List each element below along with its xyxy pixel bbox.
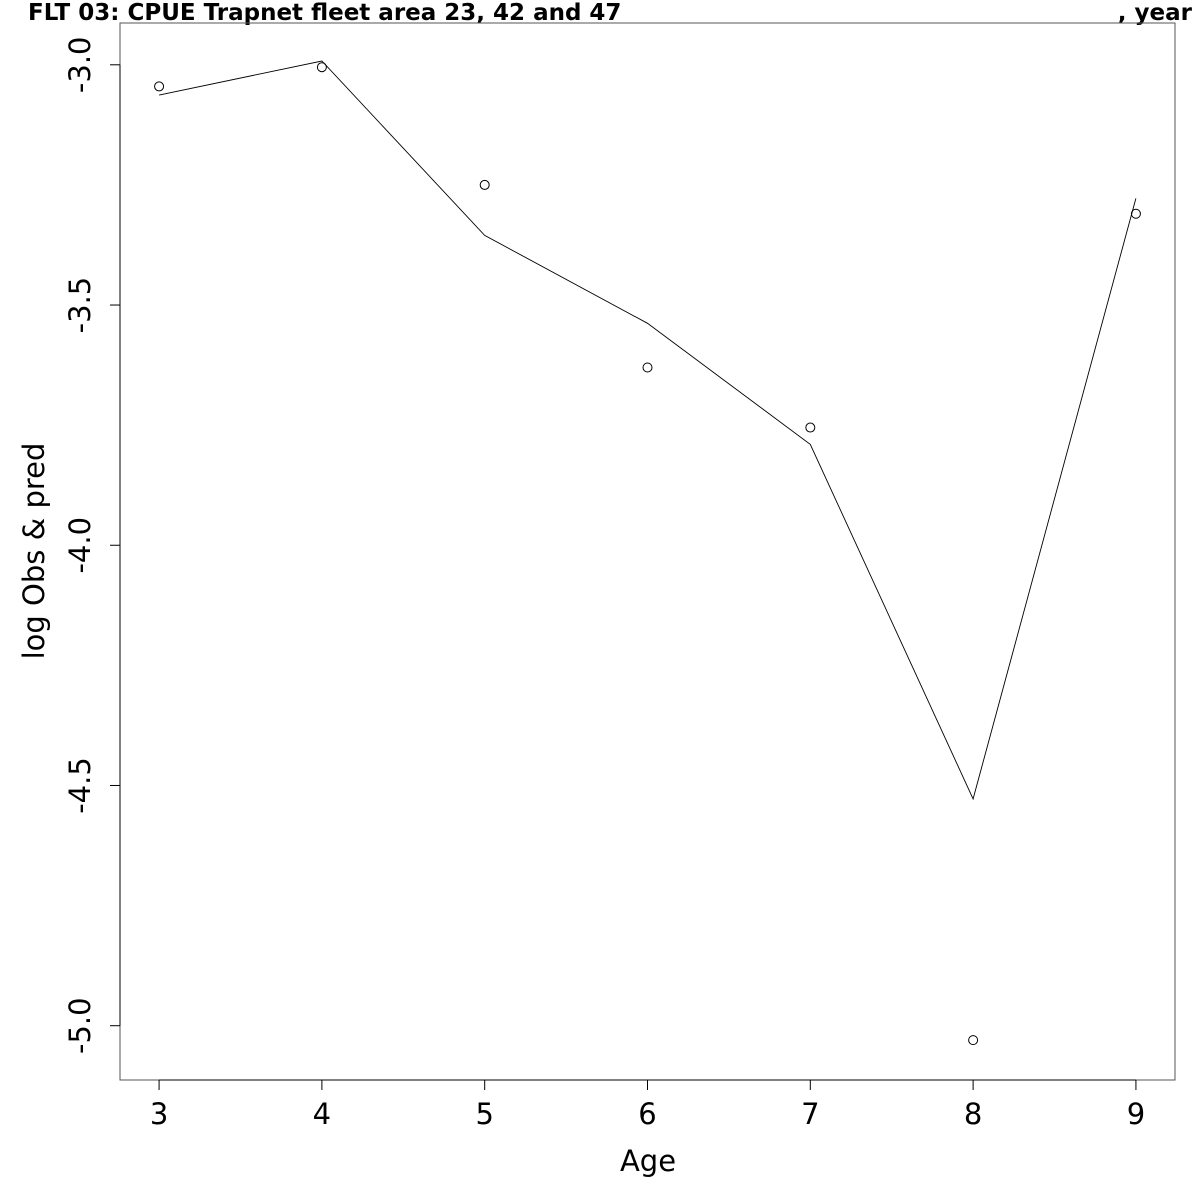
plot-frame bbox=[119, 22, 1176, 1081]
x-tick-label: 3 bbox=[150, 1097, 168, 1131]
y-tick-label: -3.5 bbox=[63, 277, 97, 334]
observed-point bbox=[642, 362, 653, 373]
observed-series bbox=[154, 62, 1141, 1046]
y-axis-label: log Obs & pred bbox=[17, 443, 51, 660]
predicted-series bbox=[159, 60, 1137, 801]
x-tick-label: 9 bbox=[1127, 1097, 1145, 1131]
x-tick-label: 5 bbox=[475, 1097, 493, 1131]
y-tick-label: -5.0 bbox=[63, 997, 97, 1054]
observed-point bbox=[1130, 208, 1141, 219]
observed-point bbox=[968, 1035, 979, 1046]
chart-title: FLT 03: CPUE Trapnet fleet area 23, 42 a… bbox=[0, 0, 1200, 28]
x-tick-label: 8 bbox=[964, 1097, 982, 1131]
observed-point bbox=[805, 422, 816, 433]
x-axis-label: Age bbox=[620, 1144, 676, 1178]
x-tick-label: 4 bbox=[313, 1097, 331, 1131]
x-axis: 3 4 5 6 7 8 9 bbox=[150, 1079, 1145, 1131]
observed-point bbox=[154, 81, 165, 92]
y-tick-label: -4.5 bbox=[63, 757, 97, 814]
chart-title-main: FLT 03: CPUE Trapnet fleet area 23, 42 a… bbox=[28, 0, 622, 26]
chart-title-suffix: , year bbox=[1117, 0, 1192, 26]
observed-point bbox=[479, 179, 490, 190]
x-tick-label: 7 bbox=[801, 1097, 819, 1131]
predicted-line bbox=[159, 60, 1137, 801]
y-axis: -3.0 -3.5 -4.0 -4.5 -5.0 bbox=[63, 37, 121, 1054]
y-tick-label: -4.0 bbox=[63, 517, 97, 574]
x-tick-label: 6 bbox=[638, 1097, 656, 1131]
y-tick-label: -3.0 bbox=[63, 37, 97, 94]
observed-point bbox=[316, 62, 327, 73]
